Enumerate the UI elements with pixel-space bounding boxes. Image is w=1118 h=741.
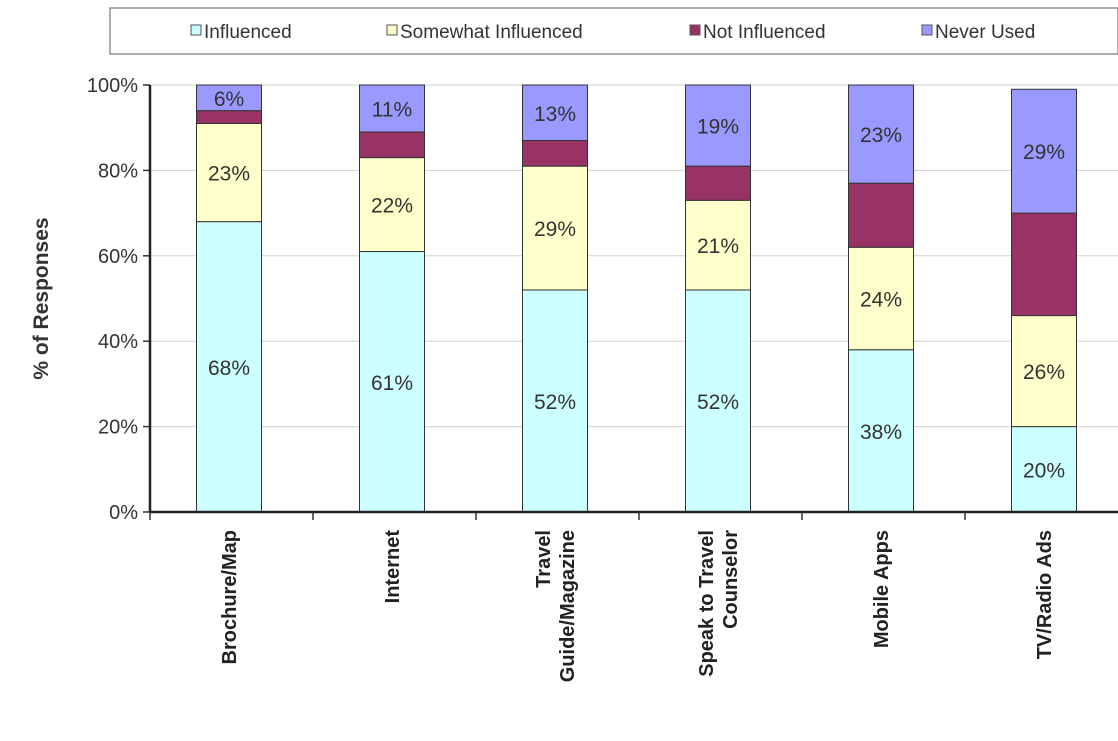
y-tick-label: 60%: [98, 246, 138, 268]
data-label: 68%: [208, 357, 250, 380]
y-tick-label: 100%: [87, 75, 138, 97]
category-label-line: Guide/Magazine: [557, 530, 579, 682]
category-label: Mobile Apps: [871, 530, 893, 648]
bar-segment: [196, 84, 262, 112]
bar-segment: [522, 140, 588, 167]
category-label-line: Travel: [533, 530, 555, 588]
data-label: 21%: [697, 235, 739, 258]
data-label: 29%: [534, 218, 576, 241]
y-axis-label-group: % of Responses: [30, 217, 53, 379]
legend-label: Influenced: [204, 22, 292, 43]
bar-segment: [685, 84, 751, 167]
bar-segment: [1011, 88, 1077, 214]
category-label: Brochure/Map: [219, 530, 241, 664]
bar-segment: [359, 251, 425, 513]
bar-segment: [522, 84, 588, 142]
bar-segment: [196, 122, 262, 223]
bar-segment: [685, 289, 751, 513]
data-label: 38%: [860, 421, 902, 444]
category-label-line: TV/Radio Ads: [1034, 530, 1056, 659]
data-label: 11%: [372, 98, 412, 121]
y-tick-label: 20%: [98, 417, 138, 439]
bars: 68% 23% 6% 61% 22% 11% 52% 29% 13% 52% 21% 19% 38% 24…: [196, 84, 1077, 513]
data-label: 19%: [697, 116, 739, 139]
y-axis-label: % of Responses: [30, 217, 53, 379]
category-label: TV/Radio Ads: [1034, 530, 1056, 659]
bar-segment: [196, 221, 262, 513]
bar-segment: [848, 182, 914, 248]
bar-segment: [848, 84, 914, 184]
data-label: 52%: [697, 391, 739, 414]
legend-swatch: [190, 24, 202, 36]
axes: [148, 85, 1118, 520]
category-label: Internet: [382, 530, 404, 604]
data-label: 22%: [371, 195, 413, 218]
category-label-line: Counselor: [720, 530, 742, 629]
data-label: 52%: [534, 391, 576, 414]
bar-segment: [522, 165, 588, 291]
bar-segment: [848, 349, 914, 513]
category-label: Speak to Travel Counselor: [696, 530, 742, 677]
bar-segment: [359, 157, 425, 253]
data-label: 61%: [371, 372, 413, 395]
category-label-line: Brochure/Map: [219, 530, 241, 664]
legend-swatch: [386, 24, 398, 36]
y-tick-label: 80%: [98, 160, 138, 182]
legend: Influenced Somewhat Influenced Not Influen…: [109, 7, 1118, 55]
bar-segment: [359, 131, 425, 159]
bar-segment: [1011, 212, 1077, 317]
data-label: 20%: [1023, 459, 1065, 482]
data-label: 24%: [860, 289, 902, 312]
y-tick-label: 40%: [98, 331, 138, 353]
data-label: 29%: [1023, 141, 1065, 164]
category-label-line: Speak to Travel: [696, 530, 718, 677]
bar-segment: [685, 199, 751, 291]
legend-swatch: [921, 24, 933, 36]
category-labels: Brochure/Map Internet Travel Guide/Magazine…: [219, 530, 1056, 683]
legend-label: Not Influenced: [703, 22, 826, 43]
data-label: 13%: [534, 103, 576, 126]
legend-box: [109, 7, 1118, 55]
bar-segment: [685, 165, 751, 201]
data-label: 26%: [1023, 361, 1065, 384]
bar-segment: [1011, 315, 1077, 428]
category-label-line: Internet: [382, 530, 404, 604]
data-label: 23%: [208, 163, 250, 186]
data-label: 23%: [860, 124, 902, 147]
grid-lines: [143, 84, 1118, 513]
category-label-line: Mobile Apps: [871, 530, 893, 648]
data-label: 6%: [214, 88, 244, 111]
category-label: Travel Guide/Magazine: [533, 530, 579, 682]
y-tick-labels: 0% 20% 40% 60% 80% 100%: [87, 75, 138, 524]
legend-swatch: [689, 24, 701, 36]
bar-segment: [359, 84, 425, 133]
legend-label: Never Used: [935, 22, 1035, 43]
bar-segment: [196, 110, 262, 124]
y-tick-label: 0%: [109, 502, 138, 524]
bar-segment: [848, 246, 914, 351]
legend-label: Somewhat Influenced: [400, 22, 583, 43]
